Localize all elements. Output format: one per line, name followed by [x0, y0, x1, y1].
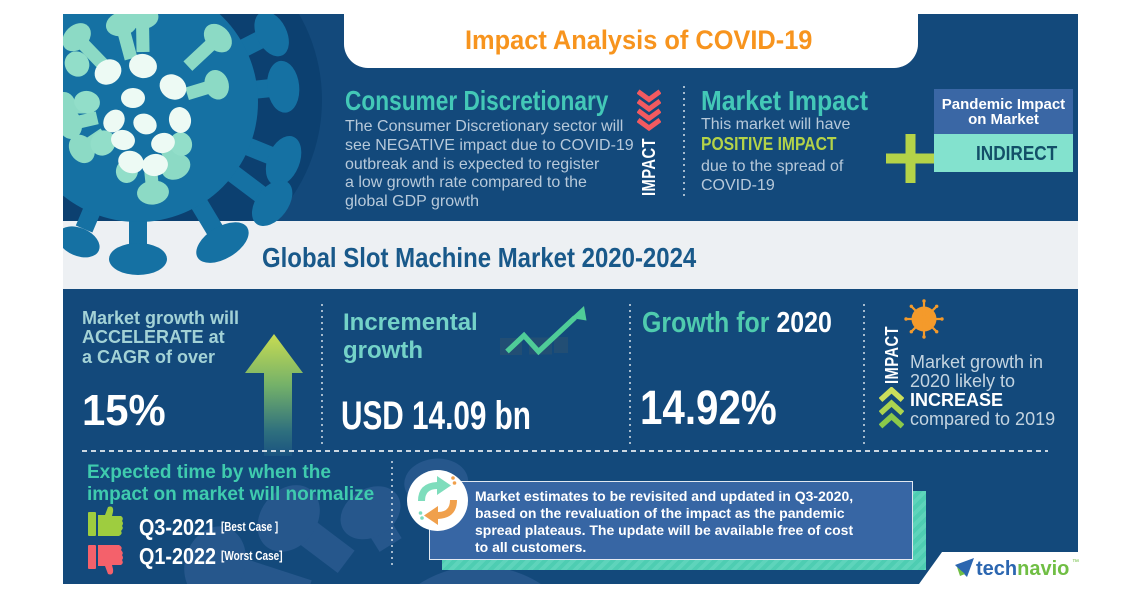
svg-text:™: ™ — [1072, 559, 1079, 566]
svg-text:technavio: technavio — [976, 558, 1069, 580]
